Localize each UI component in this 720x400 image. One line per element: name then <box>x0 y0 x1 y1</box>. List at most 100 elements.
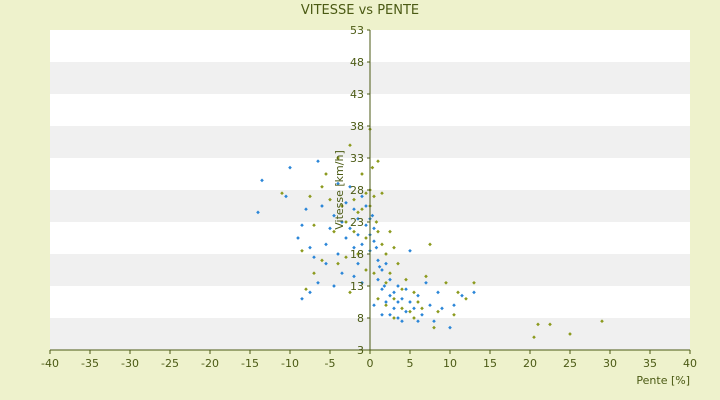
data-point <box>404 277 408 282</box>
data-point <box>600 319 604 324</box>
data-point <box>424 280 428 285</box>
data-point <box>356 252 360 256</box>
data-point <box>370 165 375 170</box>
data-point <box>388 229 392 234</box>
data-point <box>460 293 464 298</box>
data-point <box>348 143 352 148</box>
y-tick-label: 18 <box>350 248 364 261</box>
data-point <box>380 312 384 317</box>
data-point <box>372 271 376 276</box>
data-point <box>284 194 288 199</box>
x-tick-label: -15 <box>241 357 259 370</box>
data-point <box>400 319 404 324</box>
x-tick-label: 0 <box>367 357 374 370</box>
y-tick-label: 53 <box>350 24 364 37</box>
data-point <box>428 303 432 308</box>
data-point <box>416 300 420 304</box>
data-point <box>388 312 392 317</box>
data-point <box>308 290 312 295</box>
data-point <box>304 207 308 212</box>
data-point <box>300 223 304 228</box>
x-tick-label: 5 <box>407 357 414 370</box>
x-tick-label: 10 <box>443 357 457 370</box>
data-point <box>436 290 440 295</box>
y-tick-label: 48 <box>350 56 364 69</box>
data-point <box>364 191 368 196</box>
data-point <box>360 207 364 212</box>
data-point <box>320 204 324 208</box>
data-point <box>372 239 376 244</box>
data-point <box>312 255 316 260</box>
data-point <box>408 309 412 314</box>
data-point <box>300 296 304 301</box>
data-point <box>324 261 328 266</box>
data-point <box>424 274 428 279</box>
y-axis-label: Vitesse [km/h] <box>333 150 346 230</box>
data-point <box>400 287 404 292</box>
data-point <box>548 322 552 327</box>
data-point <box>396 261 400 266</box>
data-point <box>432 325 436 330</box>
data-point <box>420 306 424 311</box>
data-point <box>432 319 436 324</box>
data-point <box>308 245 312 250</box>
x-tick-label: -10 <box>281 357 299 370</box>
data-point <box>324 242 328 247</box>
x-tick-label: -40 <box>41 357 59 370</box>
y-tick-label: 33 <box>350 152 364 165</box>
data-point <box>320 258 324 263</box>
data-point <box>336 156 340 160</box>
data-point <box>332 284 336 288</box>
data-point <box>412 306 416 311</box>
data-point <box>344 220 348 224</box>
data-point <box>344 236 348 240</box>
data-point <box>324 172 328 176</box>
data-point <box>316 280 320 285</box>
data-point <box>388 277 392 282</box>
data-point <box>380 191 384 196</box>
data-point <box>380 242 384 247</box>
data-point <box>472 290 476 295</box>
x-axis-label: Pente [%] <box>636 374 690 387</box>
data-point <box>352 274 356 279</box>
data-point <box>436 309 440 314</box>
data-point <box>360 194 364 199</box>
data-point <box>374 220 379 224</box>
x-tick-label: 30 <box>603 357 617 370</box>
data-point <box>340 271 344 276</box>
data-point <box>360 172 364 176</box>
data-point <box>456 290 460 295</box>
y-tick-label: 3 <box>357 344 364 357</box>
x-tick-label: -35 <box>81 357 99 370</box>
data-point <box>404 309 408 314</box>
data-point <box>464 296 468 301</box>
data-point <box>336 252 340 256</box>
data-point <box>372 303 376 308</box>
data-point <box>328 197 332 202</box>
data-point <box>300 248 304 253</box>
x-tick-label: 20 <box>523 357 537 370</box>
x-tick-label: 25 <box>563 357 577 370</box>
data-point <box>304 287 308 292</box>
data-point <box>348 226 352 231</box>
data-point <box>352 207 356 212</box>
data-point <box>376 277 380 282</box>
data-point <box>370 213 375 218</box>
data-point <box>384 300 388 304</box>
data-point <box>376 296 380 301</box>
y-tick-label: 43 <box>350 88 364 101</box>
data-point <box>444 280 448 285</box>
data-point <box>416 319 420 324</box>
data-point <box>364 223 368 228</box>
data-point <box>260 178 264 183</box>
x-tick-label: 40 <box>683 357 697 370</box>
data-point <box>312 271 316 276</box>
data-point <box>392 306 396 311</box>
x-tick-label: -25 <box>161 357 179 370</box>
data-point <box>376 258 380 263</box>
data-point <box>382 284 387 288</box>
data-point <box>348 290 352 295</box>
y-tick-label: 13 <box>350 280 364 293</box>
data-point <box>288 165 292 170</box>
